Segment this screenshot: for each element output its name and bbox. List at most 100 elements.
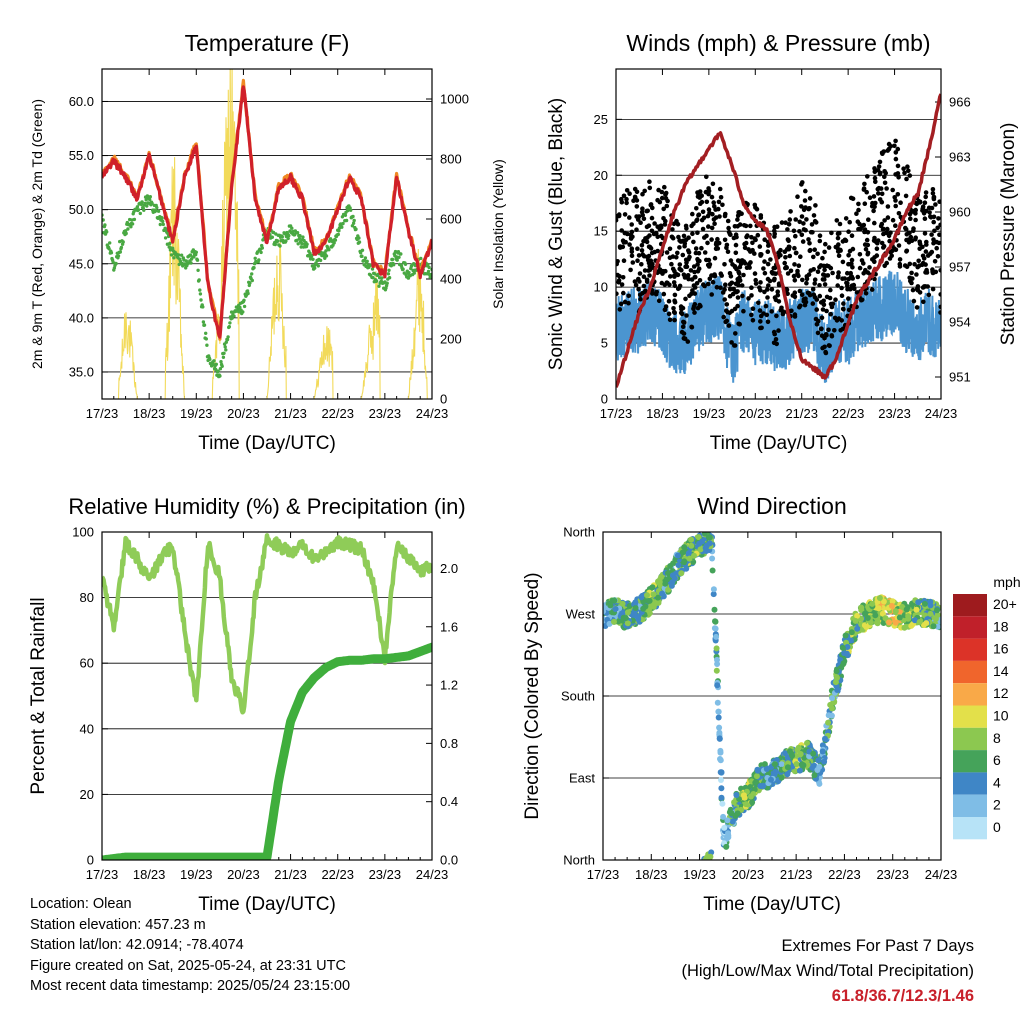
gust-point	[893, 247, 899, 253]
dewpoint-point	[220, 364, 224, 368]
dewpoint-point	[176, 253, 181, 257]
gust-point	[657, 267, 663, 272]
y2-tick-label: 200	[440, 332, 462, 347]
gust-point	[739, 258, 745, 263]
gust-point	[630, 260, 636, 265]
direction-point	[934, 607, 941, 614]
dewpoint-point	[103, 223, 107, 227]
gust-point	[713, 215, 719, 220]
gust-point	[705, 240, 710, 246]
plot-frame	[615, 68, 942, 400]
gust-point	[905, 164, 910, 169]
gust-point	[735, 303, 740, 309]
gust-point	[737, 222, 743, 227]
gust-point	[757, 244, 763, 249]
gust-point	[863, 246, 869, 252]
direction-point	[876, 595, 883, 601]
gust-point	[865, 251, 870, 257]
y-tick-label: 45.0	[69, 256, 94, 271]
gust-point	[668, 274, 673, 279]
gust-point	[704, 199, 710, 205]
dewpoint-point	[161, 219, 165, 224]
dewpoint-point	[371, 276, 375, 280]
dewpoint-point	[399, 252, 403, 256]
gust-point	[746, 247, 751, 252]
direction-point	[834, 687, 841, 693]
dewpoint-point	[109, 251, 114, 255]
gust-point	[932, 228, 937, 234]
direction-point	[714, 682, 721, 689]
gust-point	[782, 260, 787, 266]
gust-point	[617, 307, 623, 312]
gust-point	[870, 257, 875, 262]
dewpoint-point	[132, 217, 137, 222]
gust-point	[661, 291, 667, 297]
gust-point	[681, 233, 687, 239]
gust-point	[750, 240, 755, 246]
gust-point	[672, 298, 677, 304]
dewpoint-point	[248, 281, 252, 285]
direction-point	[771, 761, 778, 768]
x-tick-label: 24/23	[416, 406, 449, 421]
gust-point	[819, 326, 824, 332]
gust-point	[799, 182, 804, 187]
gust-point	[769, 309, 774, 314]
dewpoint-point	[204, 331, 208, 335]
gust-point	[817, 283, 822, 288]
gust-point	[857, 252, 863, 257]
gust-point	[736, 321, 741, 327]
direction-point	[632, 599, 639, 606]
gust-point	[930, 187, 936, 192]
direction-point	[854, 612, 861, 619]
direction-point	[678, 570, 685, 577]
gust-point	[895, 146, 901, 152]
gust-point	[802, 302, 808, 308]
gust-point	[885, 204, 891, 209]
gust-point	[877, 171, 883, 177]
dewpoint-point	[284, 239, 288, 243]
dewpoint-point	[192, 255, 196, 259]
y2-tick-label: 957	[949, 260, 971, 275]
gust-point	[686, 248, 691, 253]
gust-point	[817, 238, 823, 244]
direction-point	[664, 576, 671, 583]
direction-point	[911, 617, 918, 624]
direction-point	[729, 818, 736, 825]
direction-point	[714, 699, 721, 706]
dewpoint-point	[196, 268, 200, 272]
y-axis-label: Percent & Total Rainfall	[28, 597, 49, 794]
gust-point	[880, 227, 886, 232]
gust-point	[882, 174, 887, 180]
legend-label: 18	[993, 618, 1009, 634]
gust-point	[710, 211, 715, 217]
gust-point	[706, 207, 712, 212]
gust-point	[647, 273, 652, 278]
dewpoint-point	[201, 320, 206, 324]
gust-point	[803, 188, 808, 194]
gust-point	[741, 272, 746, 278]
direction-point	[655, 599, 662, 606]
gust-point	[727, 271, 733, 276]
dewpoint-point	[360, 248, 365, 252]
dewpoint-point	[139, 202, 144, 207]
gust-point	[636, 287, 641, 292]
gust-point	[677, 245, 682, 250]
dewpoint-point	[337, 229, 341, 233]
dewpoint-point	[250, 278, 254, 283]
extremes-subtitle: (High/Low/Max Wind/Total Precipitation)	[681, 962, 974, 980]
gust-point	[657, 199, 663, 205]
gust-point	[688, 268, 694, 273]
gust-point	[619, 228, 624, 233]
gust-point	[635, 258, 640, 264]
gust-point	[774, 224, 780, 229]
direction-point	[749, 799, 756, 806]
gust-point	[641, 238, 646, 244]
gust-point	[775, 289, 780, 295]
gust-point	[921, 299, 926, 305]
gust-point	[856, 207, 861, 213]
gust-point	[616, 291, 619, 296]
gust-point	[629, 253, 635, 259]
gust-point	[779, 305, 784, 311]
direction-point	[646, 597, 653, 604]
dewpoint-point	[351, 221, 356, 225]
